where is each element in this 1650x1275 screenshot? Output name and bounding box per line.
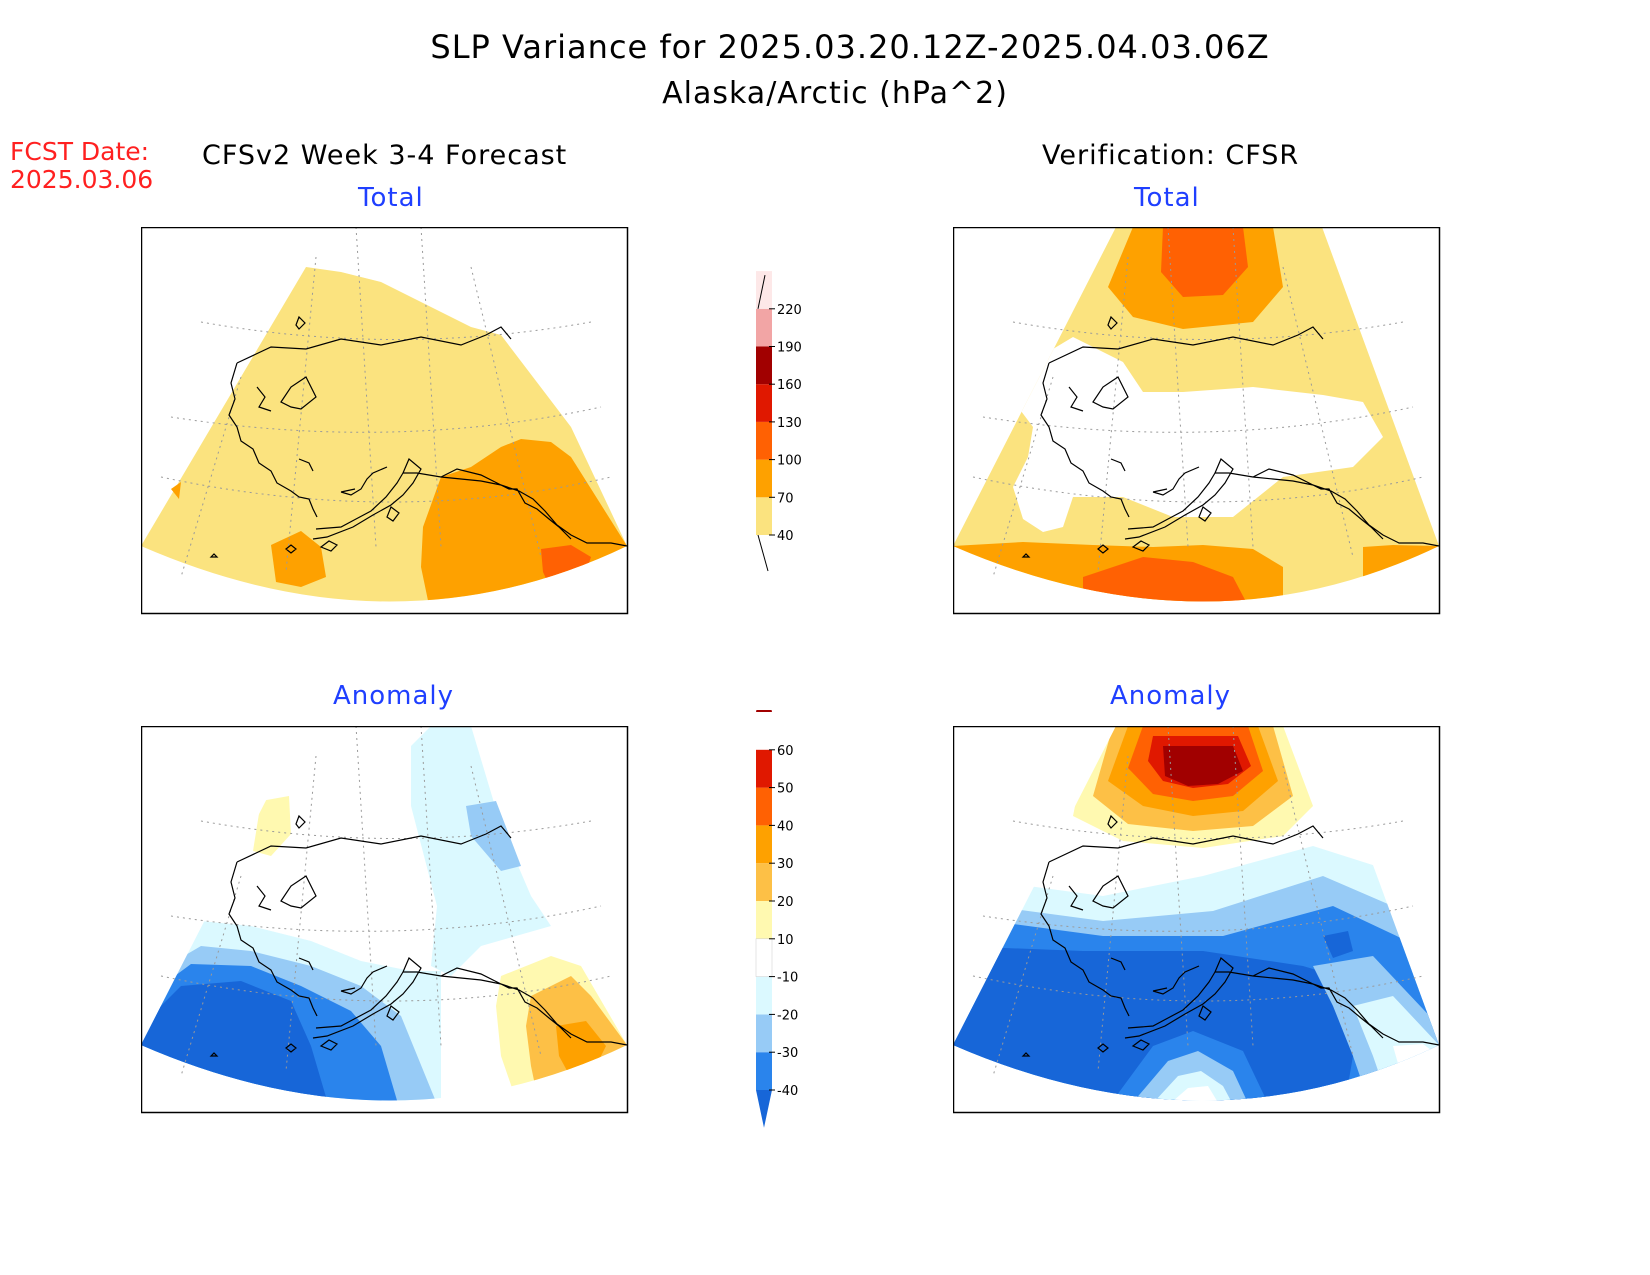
total-colorbar-swatch <box>756 308 772 347</box>
forecast-date: FCST Date: 2025.03.06 <box>10 138 153 194</box>
anomaly-colorbar-label: 40 <box>777 819 794 834</box>
total-colorbar-label: 70 <box>777 491 794 506</box>
anomaly-colorbar-swatch <box>756 976 772 1015</box>
anomaly-colorbar-swatch <box>756 863 772 901</box>
forecast-total-map <box>141 227 629 615</box>
total-colorbar-label: 190 <box>777 341 802 356</box>
total-colorbar-label: 40 <box>777 529 794 544</box>
anomaly-colorbar-label: 60 <box>777 744 794 759</box>
anomaly-colorbar-swatch <box>756 1052 772 1090</box>
total-colorbar-label: 130 <box>777 416 802 431</box>
anomaly-colorbar-label: 30 <box>777 857 794 872</box>
forecast-total-title: Total <box>358 183 424 213</box>
page-subtitle: Alaska/Arctic (hPa^2) <box>662 76 1008 111</box>
anomaly-colorbar-label: -40 <box>777 1084 798 1099</box>
anomaly-colorbar-neutral-outline <box>755 938 773 977</box>
anomaly-colorbar-swatch <box>756 938 772 977</box>
forecast-date-label: FCST Date: <box>10 137 150 166</box>
anomaly-colorbar-label: 20 <box>777 895 794 910</box>
total-colorbar-swatch <box>756 497 772 535</box>
forecast-date-value: 2025.03.06 <box>10 165 154 194</box>
anomaly-colorbar-swatch <box>756 825 772 864</box>
anomaly-colorbar-label: -20 <box>777 1008 798 1023</box>
verification-total-title: Total <box>1134 183 1200 213</box>
verification-anomaly-map <box>953 726 1441 1114</box>
forecast-anomaly-title: Anomaly <box>333 681 455 711</box>
total-colorbar-label: 100 <box>777 454 802 469</box>
anomaly-colorbar-swatch <box>756 1014 772 1053</box>
total-colorbar-label: 160 <box>777 378 802 393</box>
verification-total-map <box>953 227 1441 615</box>
total-colorbar-swatch <box>756 459 772 498</box>
anomaly-colorbar-swatch <box>756 674 772 712</box>
anomaly-colorbar-swatch <box>756 1090 772 1128</box>
anomaly-colorbar-swatch <box>756 787 772 826</box>
anomaly-colorbar-label: -30 <box>777 1046 798 1061</box>
total-colorbar-bottom-arrow <box>757 534 769 572</box>
anomaly-colorbar-label: 50 <box>777 782 794 797</box>
page-title: SLP Variance for 2025.03.20.12Z-2025.04.… <box>430 28 1270 66</box>
total-colorbar: 40 70 100 130 160 190 220 <box>750 265 820 589</box>
anomaly-colorbar-label: -10 <box>777 971 798 986</box>
anomaly-colorbar: -40 -30 -20 -10 10 20 30 40 50 60 <box>750 674 820 1144</box>
anomaly-colorbar-label: 10 <box>777 933 794 948</box>
anomaly-colorbar-swatch <box>756 749 772 788</box>
total-colorbar-swatch <box>756 421 772 460</box>
verification-anomaly-title: Anomaly <box>1110 681 1232 711</box>
total-colorbar-swatch <box>756 271 772 309</box>
forecast-anomaly-map <box>141 726 629 1114</box>
total-colorbar-swatch <box>756 384 772 422</box>
forecast-column-heading: CFSv2 Week 3-4 Forecast <box>202 140 568 171</box>
verification-column-heading: Verification: CFSR <box>1042 140 1300 171</box>
total-colorbar-top-arrow <box>757 274 766 309</box>
total-colorbar-label: 220 <box>777 303 802 318</box>
anomaly-colorbar-swatch <box>756 901 772 939</box>
total-colorbar-swatch <box>756 346 772 385</box>
